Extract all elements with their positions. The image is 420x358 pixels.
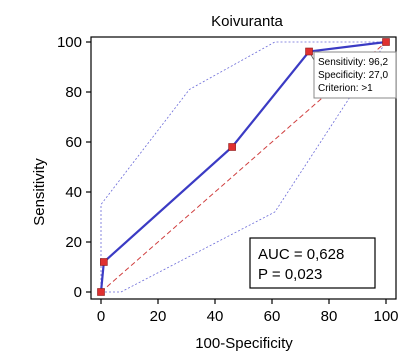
- tooltip-specificity: Specificity: 27,0: [318, 70, 388, 81]
- marker-layer: [97, 38, 390, 296]
- roc-point-marker: [100, 258, 108, 266]
- x-tick-label: 0: [97, 308, 105, 325]
- x-tick-label: 80: [321, 308, 338, 325]
- roc-point-marker: [382, 38, 390, 46]
- auc-value: AUC = 0,628: [258, 246, 344, 263]
- x-tick-label: 40: [207, 308, 224, 325]
- confidence-upper-line: [100, 41, 386, 292]
- y-tick-label: 100: [57, 34, 82, 51]
- sensitivity-tooltip: Sensitivity: 96,2 Specificity: 27,0 Crit…: [313, 51, 397, 99]
- x-tick-label: 20: [150, 308, 167, 325]
- x-axis-label: 100-Specificity: [195, 335, 293, 352]
- y-tick-label: 80: [65, 84, 82, 101]
- stats-frame: [249, 237, 376, 289]
- stats-box: AUC = 0,628 P = 0,023: [249, 237, 376, 289]
- chart-title: Koivuranta: [211, 13, 283, 30]
- tooltip-sensitivity: Sensitivity: 96,2: [318, 57, 388, 68]
- y-tick-label: 0: [74, 284, 82, 301]
- p-value: P = 0,023: [258, 266, 322, 283]
- confidence-lower-line: [101, 41, 387, 293]
- roc-point-marker: [228, 143, 236, 151]
- x-tick-label: 100: [373, 308, 398, 325]
- axis-ticks: 0 20 40 60 80 100 0 20 40 60 80 100: [57, 34, 399, 325]
- tooltip-box: [313, 51, 397, 99]
- x-tick-label: 60: [264, 308, 281, 325]
- roc-point-marker: [97, 288, 105, 296]
- y-tick-label: 40: [65, 184, 82, 201]
- tooltip-criterion: Criterion: >1: [318, 83, 373, 94]
- roc-point-marker: [305, 47, 313, 56]
- plot-area: 0 20 40 60 80 100 0 20 40 60 80 100: [57, 34, 399, 325]
- y-axis-label: Sensitivity: [31, 158, 48, 226]
- plot-frame: [90, 36, 397, 300]
- y-tick-label: 60: [65, 134, 82, 151]
- y-tick-label: 20: [65, 234, 82, 251]
